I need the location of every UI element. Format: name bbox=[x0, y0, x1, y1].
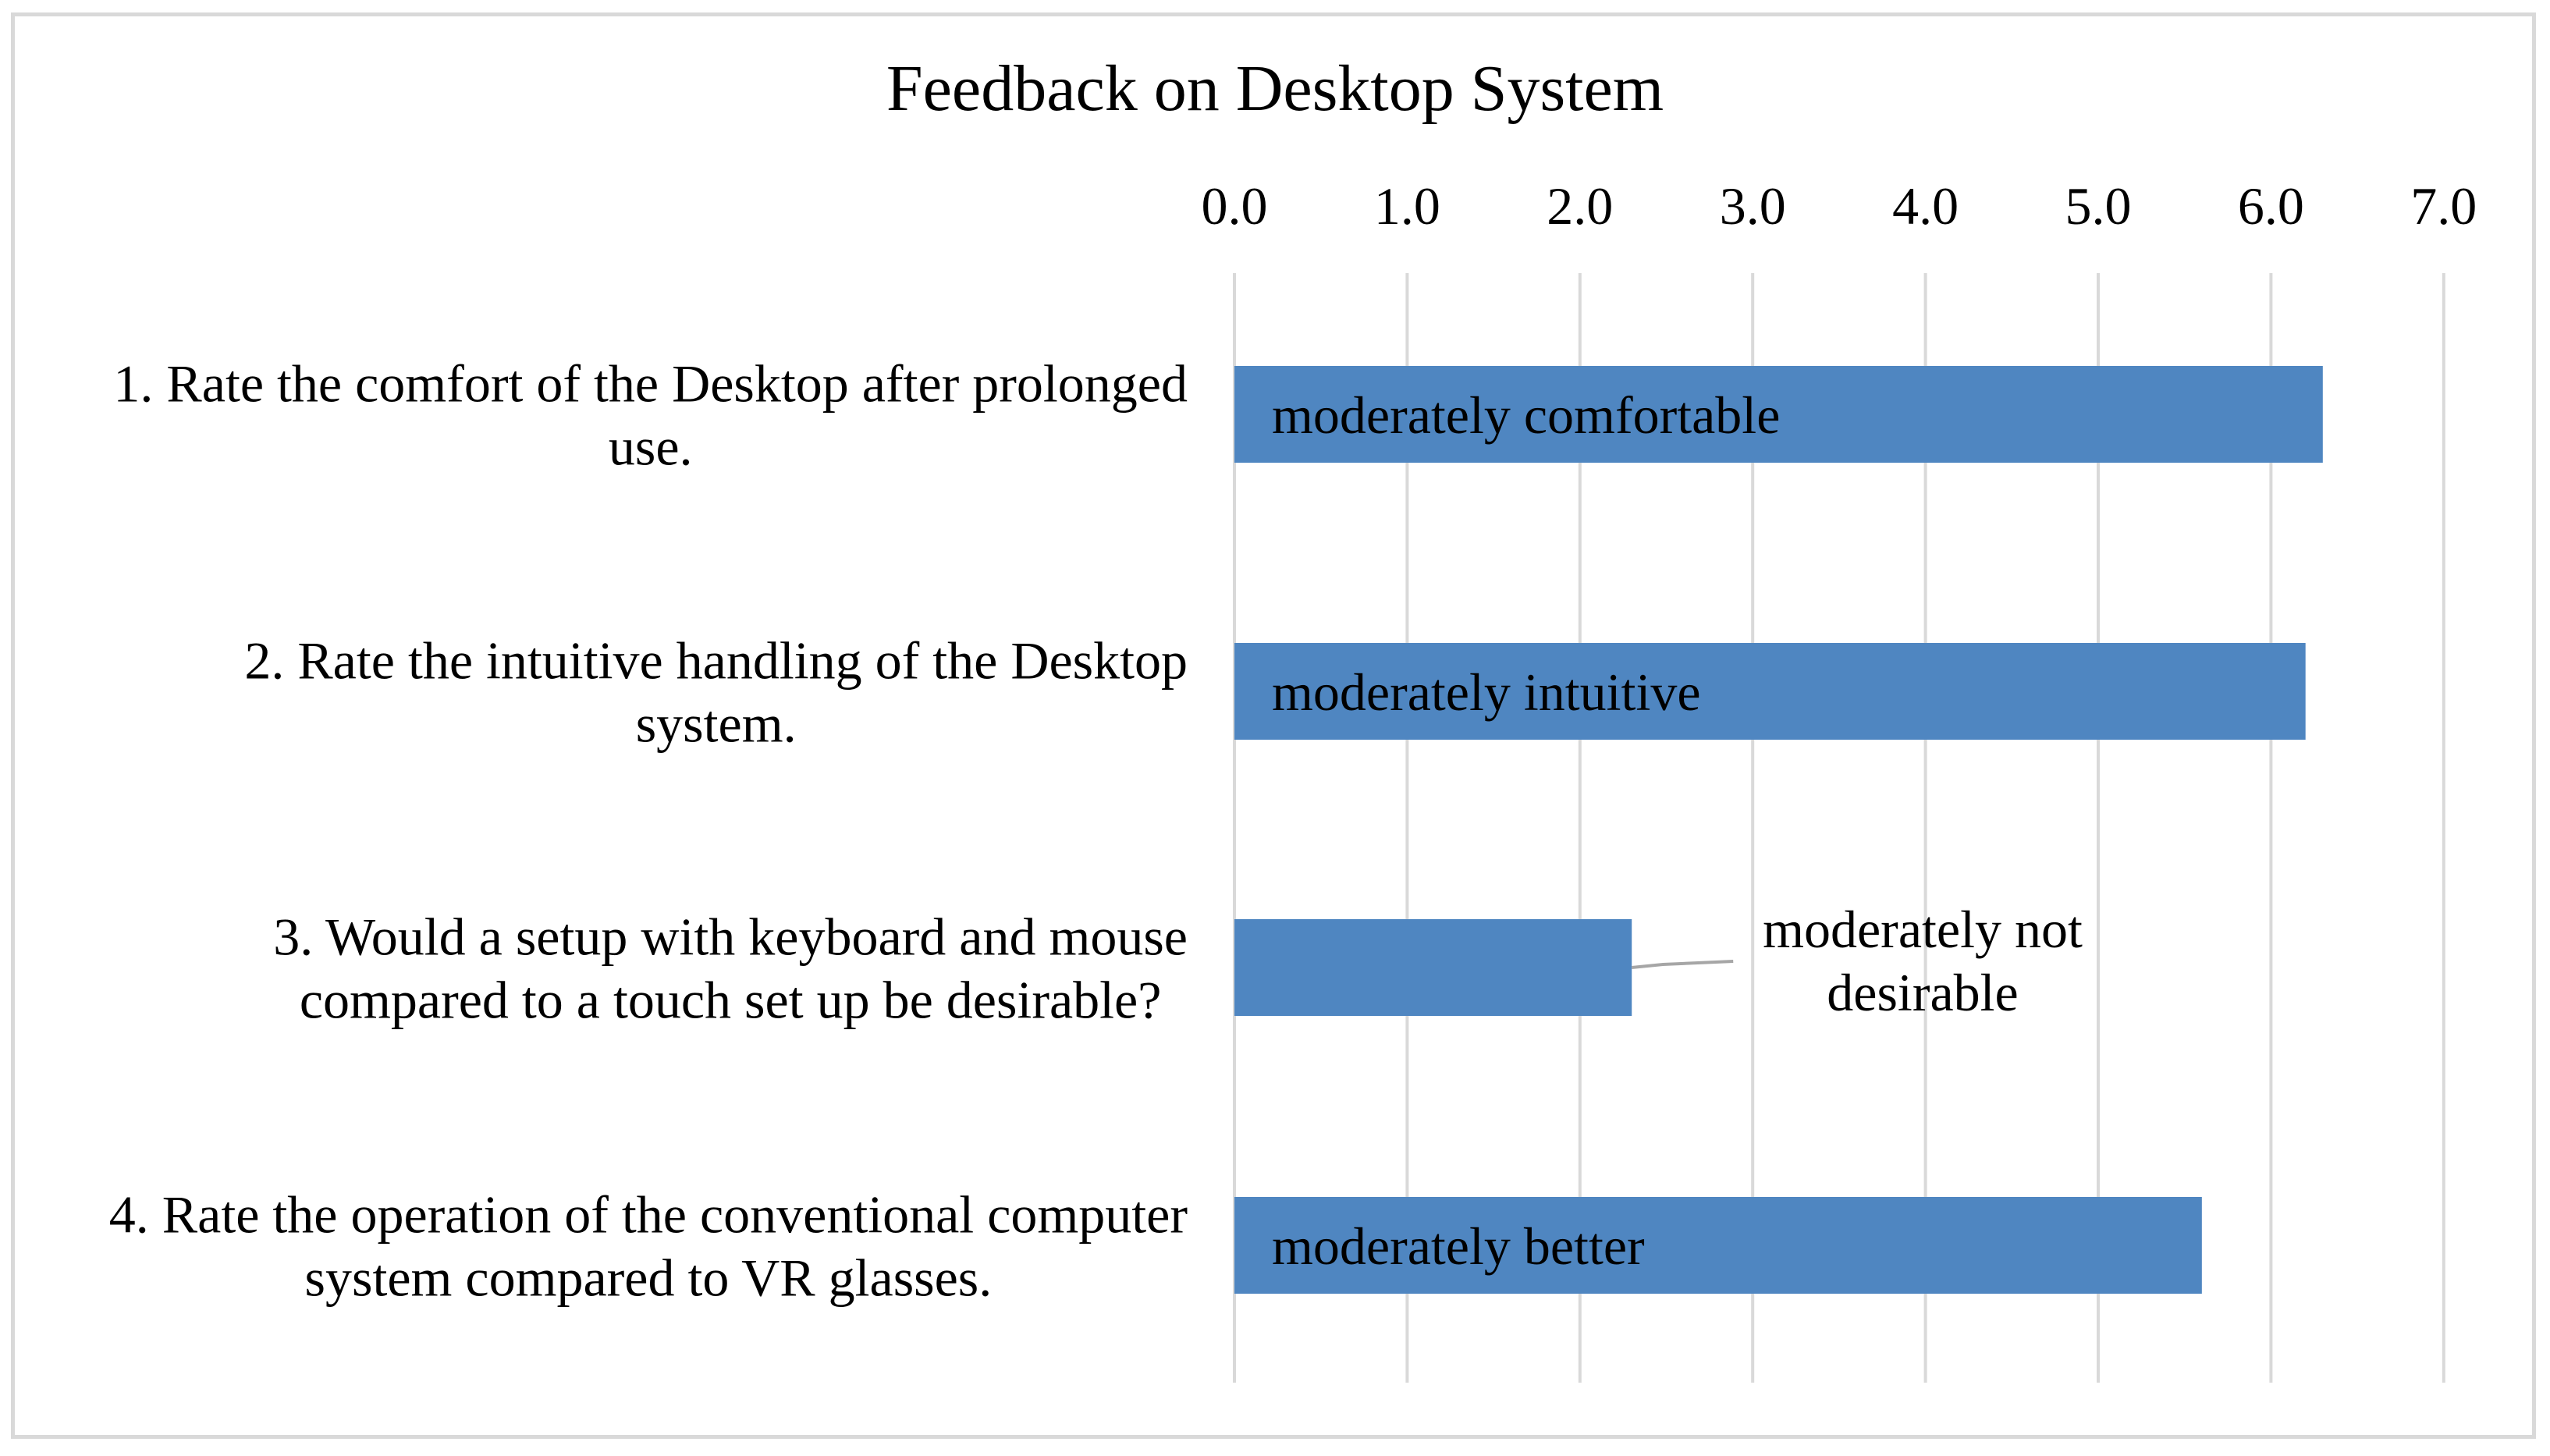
bar bbox=[1234, 919, 1632, 1016]
bar bbox=[1234, 643, 2306, 740]
x-tick-label: 0.0 bbox=[1202, 176, 1268, 236]
x-tick-label: 2.0 bbox=[1547, 176, 1613, 236]
chart-title: Feedback on Desktop System bbox=[886, 52, 1664, 125]
category-labels: 1. Rate the comfort of the Desktop after… bbox=[109, 354, 1188, 1308]
data-label-leader-line bbox=[1632, 960, 1734, 969]
category-label: compared to a touch set up be desirable? bbox=[300, 971, 1162, 1030]
x-tick-label: 1.0 bbox=[1374, 176, 1440, 236]
category-label: 3. Would a setup with keyboard and mouse bbox=[273, 907, 1188, 967]
category-label: 2. Rate the intuitive handling of the De… bbox=[244, 631, 1188, 691]
category-label: system compared to VR glasses. bbox=[305, 1248, 993, 1308]
category-label: 1. Rate the comfort of the Desktop after… bbox=[113, 354, 1188, 414]
data-labels: moderately comfortable moderately intuiti… bbox=[1272, 385, 2083, 1276]
category-label: system. bbox=[636, 694, 797, 754]
data-label: moderately not bbox=[1763, 900, 2083, 959]
x-axis-ticks: 0.0 1.0 2.0 3.0 4.0 5.0 6.0 7.0 bbox=[1202, 176, 2477, 236]
data-label: moderately comfortable bbox=[1272, 385, 1780, 445]
category-label: use. bbox=[609, 417, 693, 477]
x-tick-label: 7.0 bbox=[2410, 176, 2477, 236]
bar bbox=[1234, 1197, 2202, 1294]
data-label: moderately intuitive bbox=[1272, 662, 1701, 722]
x-tick-label: 6.0 bbox=[2238, 176, 2304, 236]
x-tick-label: 3.0 bbox=[1720, 176, 1786, 236]
category-label: 4. Rate the operation of the conventiona… bbox=[109, 1185, 1188, 1245]
bar bbox=[1234, 366, 2323, 463]
x-tick-label: 4.0 bbox=[1892, 176, 1959, 236]
x-tick-label: 5.0 bbox=[2065, 176, 2132, 236]
data-label: moderately better bbox=[1272, 1216, 1645, 1276]
data-label: desirable bbox=[1827, 963, 2018, 1022]
bars bbox=[1234, 366, 2323, 1294]
